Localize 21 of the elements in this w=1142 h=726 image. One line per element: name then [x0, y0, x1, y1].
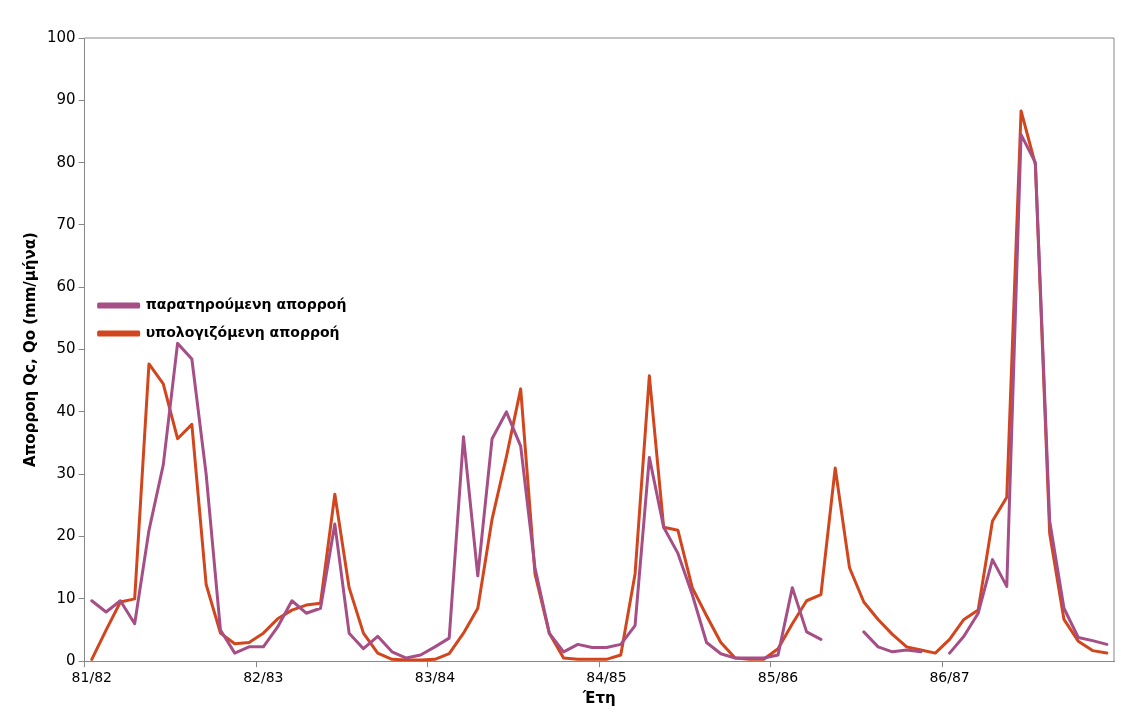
- legend-label: παρατηρούμενη απορροή: [145, 296, 347, 313]
- y-tick-label: 90: [56, 90, 76, 109]
- x-tick-label: 84/85: [586, 669, 627, 686]
- x-tick-label: 86/87: [929, 669, 970, 686]
- y-tick-label: 20: [56, 526, 76, 545]
- y-tick-label: 10: [56, 588, 76, 607]
- x-tick-label: 82/83: [243, 669, 284, 686]
- y-axis-title: Απορροη Qc, Qo (mm/μήνα): [20, 232, 39, 468]
- x-axis-title: Έτη: [581, 688, 616, 707]
- y-tick-label: 50: [56, 339, 76, 358]
- x-tick-label: 81/82: [71, 669, 112, 686]
- legend-label: υπολογιζόμενη απορροή: [145, 324, 340, 341]
- y-tick-label: 70: [56, 214, 76, 233]
- y-tick-label: 100: [46, 27, 76, 46]
- x-tick-label: 85/86: [757, 669, 799, 686]
- y-tick-label: 40: [56, 401, 76, 420]
- y-tick-label: 80: [56, 152, 76, 171]
- x-tick-label: 83/84: [414, 669, 456, 686]
- y-tick-label: 0: [66, 651, 76, 670]
- y-tick-label: 30: [56, 464, 76, 483]
- y-tick-label: 60: [56, 277, 76, 296]
